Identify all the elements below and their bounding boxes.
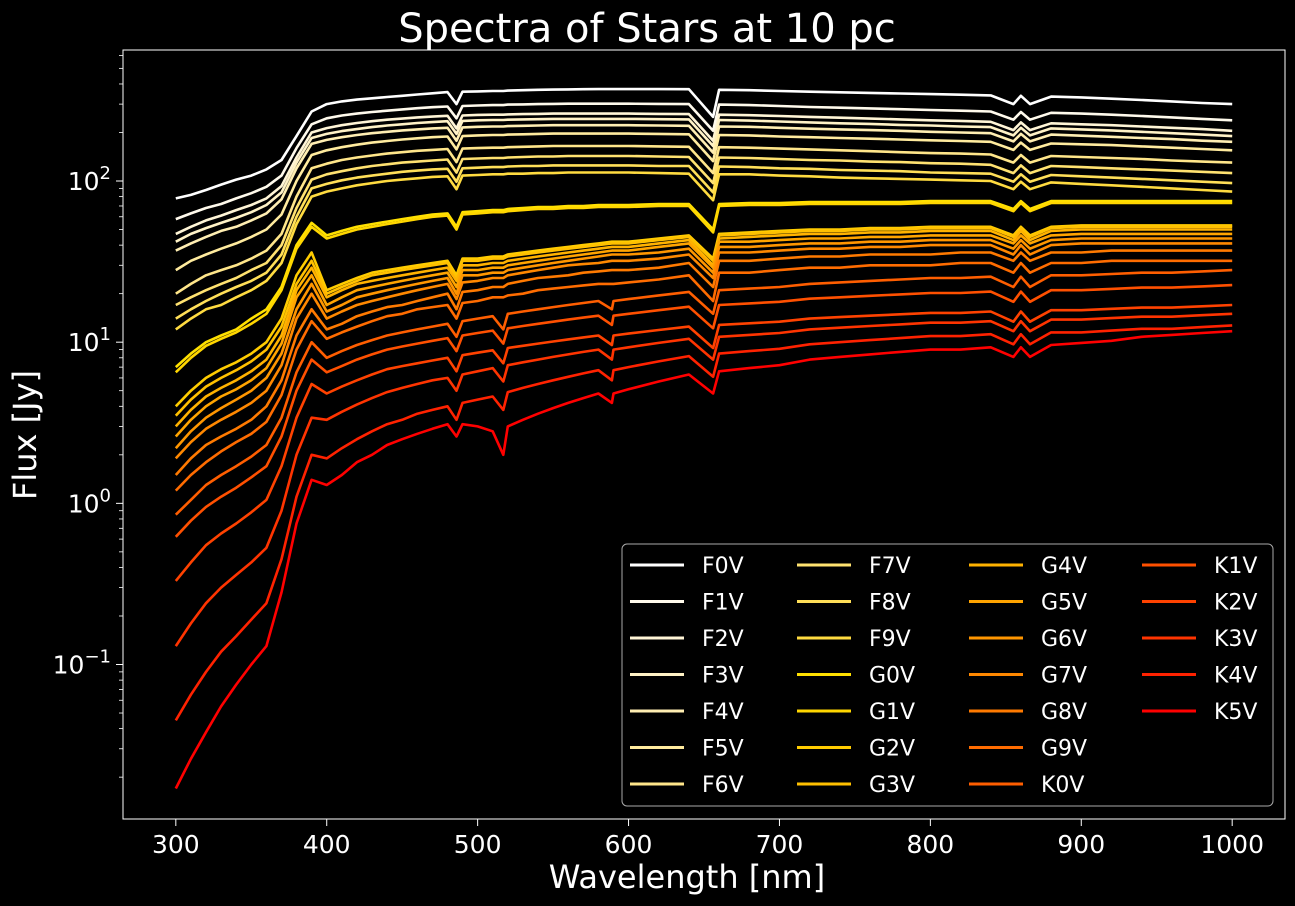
series-line-g4v [174, 228, 1233, 428]
series-line-f9v [175, 171, 1233, 331]
chart-title: Spectra of Stars at 10 pc [398, 6, 896, 52]
legend-label: F6V [702, 773, 744, 798]
series-line-k0v [174, 268, 1233, 516]
y-tick-label: 10−1 [53, 647, 111, 680]
x-axis-label: Wavelength [nm] [549, 858, 825, 896]
series-line-f6v [175, 144, 1233, 295]
series-line-f3v [175, 117, 1233, 243]
axis-ticks: 300 400 500 600 700 800 900 1000 10−1 100 101 102 [53, 55, 1264, 859]
series-line-g8v [174, 249, 1233, 476]
legend-label: K4V [1214, 664, 1257, 689]
legend-label: G6V [1041, 627, 1087, 652]
legend-label: G4V [1041, 554, 1087, 579]
series-line-f4v [175, 123, 1233, 252]
x-tick-label: 600 [605, 830, 653, 859]
series-line-g1v [174, 201, 1233, 374]
legend-label: G0V [869, 664, 915, 689]
series-line-g2v [174, 224, 1233, 408]
y-axis-label: Flux [Jy] [6, 370, 44, 500]
series-line-k2v [174, 303, 1233, 582]
series-line-k4v [174, 324, 1233, 722]
series-line-f0v [175, 87, 1233, 200]
legend-label: K2V [1214, 591, 1257, 616]
x-tick-label: 500 [454, 830, 502, 859]
series-line-f5v [175, 132, 1233, 272]
legend-label: K5V [1214, 700, 1257, 725]
legend-label: F0V [702, 554, 744, 579]
legend-label: K3V [1214, 627, 1257, 652]
legend-label: G8V [1041, 700, 1087, 725]
legend-label: G1V [869, 700, 915, 725]
x-tick-label: 1000 [1200, 830, 1264, 859]
legend-label: F5V [702, 737, 744, 762]
legend-label: G7V [1041, 664, 1087, 689]
legend-label: F7V [869, 554, 911, 579]
legend: F0V F1V F2V F3V F4V F5V F6V F7V F8V F9V G0V G1V G2V G… [621, 543, 1274, 807]
legend-label: F4V [702, 700, 744, 725]
series-line-g9v [174, 259, 1233, 492]
series-line-f1v [175, 102, 1233, 221]
legend-label: G9V [1041, 737, 1087, 762]
legend-label: G2V [869, 737, 915, 762]
series-line-k1v [174, 283, 1233, 538]
x-tick-label: 800 [907, 830, 955, 859]
plot-lines [174, 87, 1233, 790]
x-tick-label: 400 [303, 830, 351, 859]
legend-label: F1V [702, 591, 744, 616]
y-tick-label: 100 [68, 485, 111, 518]
x-tick-label: 700 [756, 830, 804, 859]
x-tick-label: 900 [1057, 830, 1105, 859]
series-line-g0v [174, 199, 1233, 369]
legend-label: K1V [1214, 554, 1257, 579]
legend-label: F3V [702, 664, 744, 689]
legend-label: G3V [869, 773, 915, 798]
y-tick-label: 102 [68, 163, 111, 196]
series-line-g3v [174, 225, 1233, 417]
legend-label: K0V [1041, 773, 1084, 798]
legend-frame [621, 543, 1274, 807]
series-line-f7v [175, 154, 1233, 307]
legend-label: F8V [869, 591, 911, 616]
series-line-g6v [174, 237, 1233, 450]
series-line-f2v [175, 112, 1233, 236]
series-line-f8v [175, 164, 1233, 320]
plot-frame [122, 49, 1286, 820]
series-line-k5v [174, 329, 1233, 790]
series-line-g7v [174, 242, 1233, 460]
legend-label: G5V [1041, 591, 1087, 616]
legend-label: F2V [702, 627, 744, 652]
x-tick-label: 300 [152, 830, 200, 859]
y-tick-label: 101 [68, 324, 111, 357]
series-line-g5v [174, 232, 1233, 438]
series-line-k3v [174, 312, 1233, 647]
legend-label: F9V [869, 627, 911, 652]
